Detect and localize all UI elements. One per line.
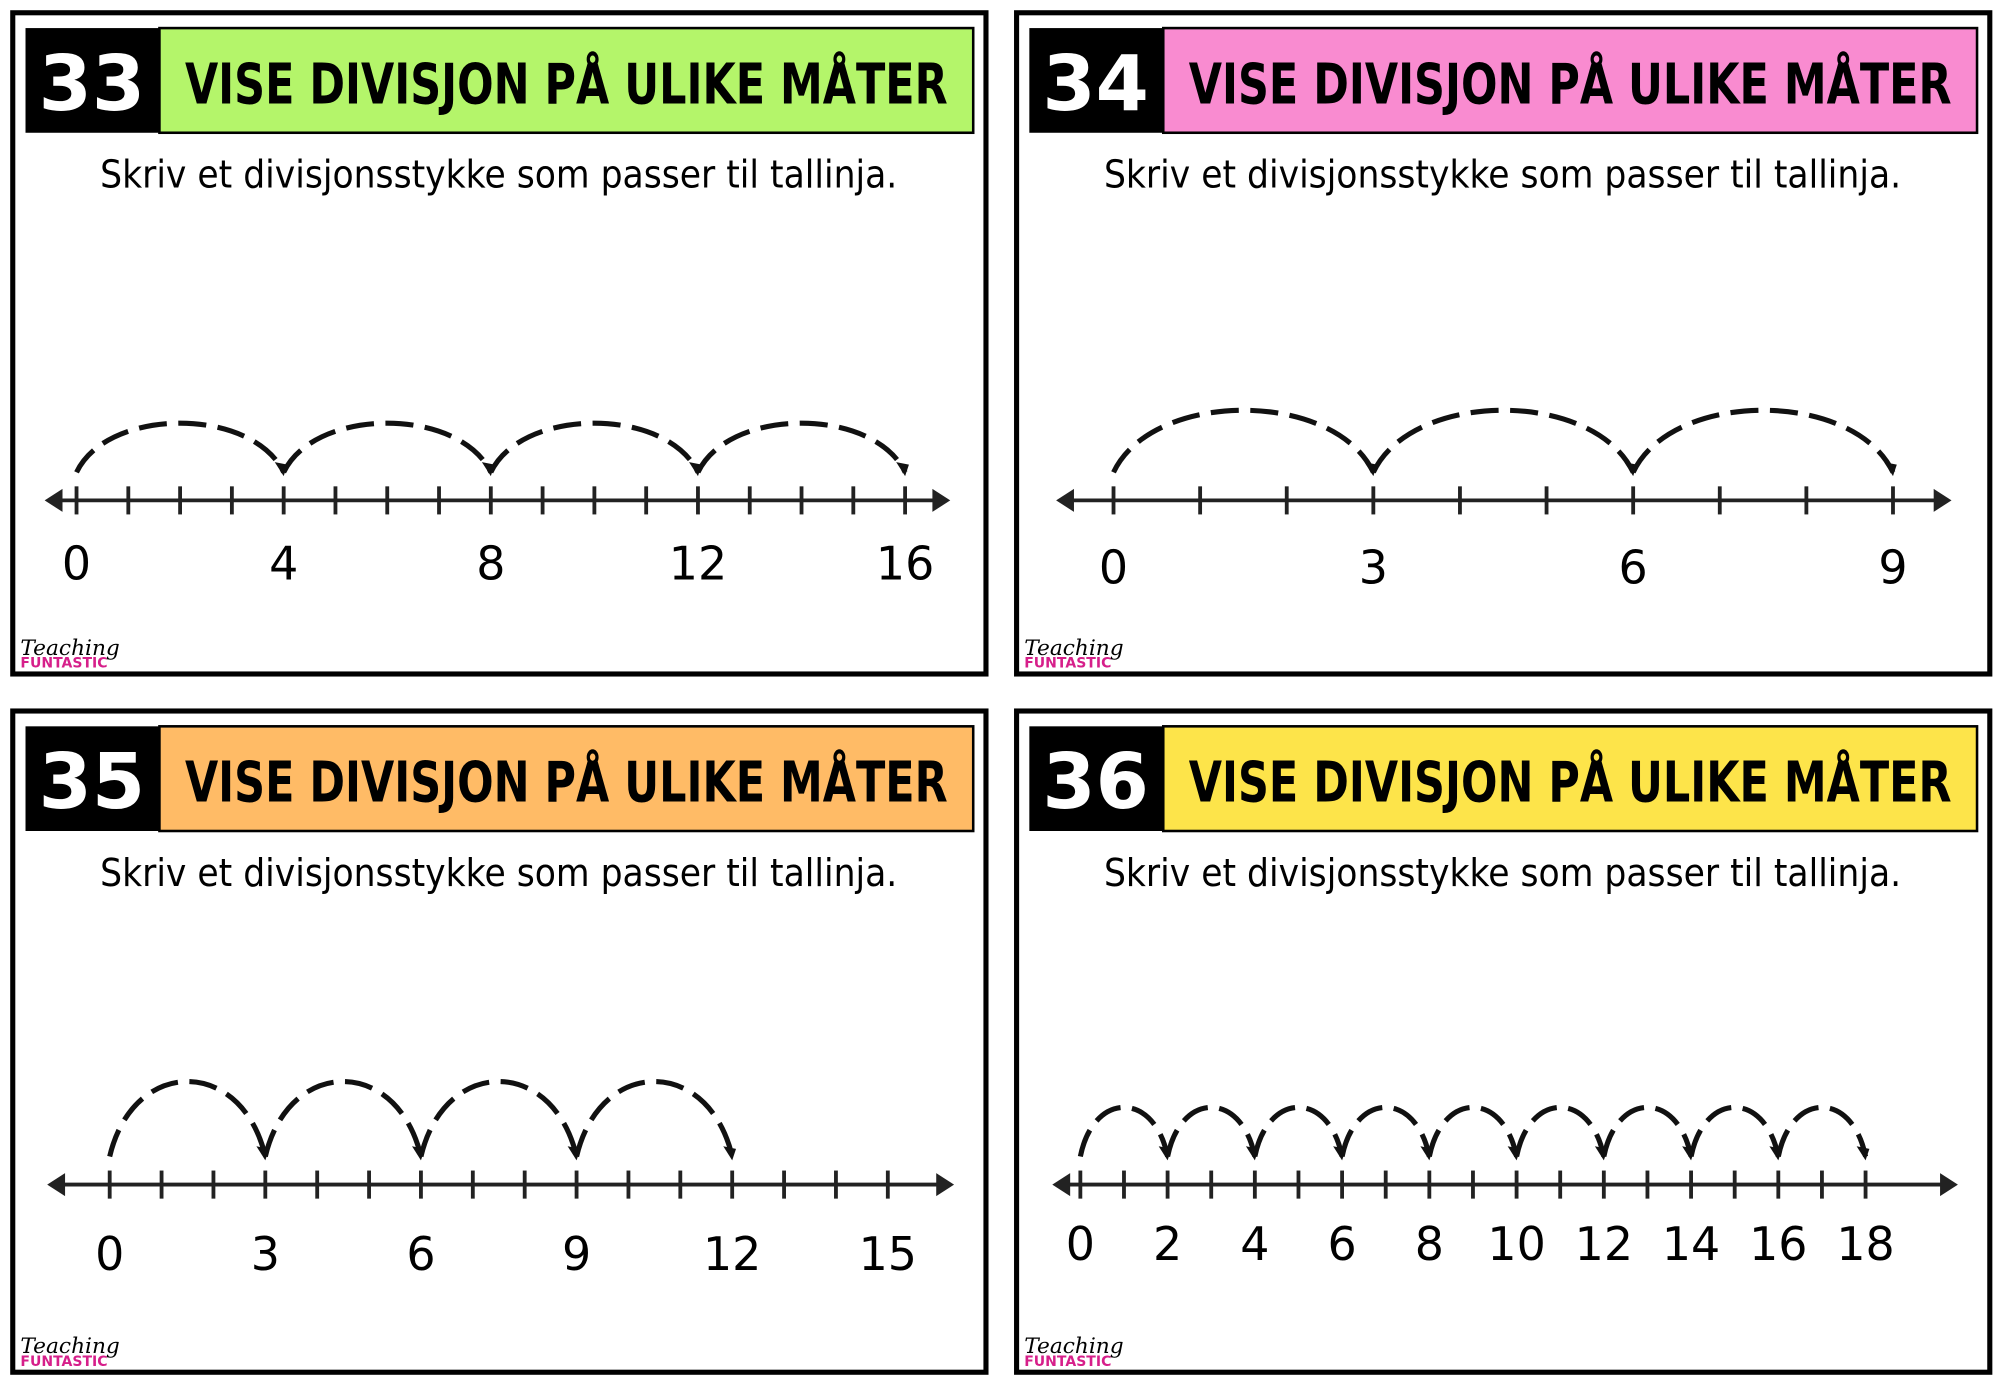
jump-arrowhead: [896, 462, 909, 477]
card-title: VISE DIVISJON PÅ ULIKE MÅTER: [185, 748, 948, 816]
tick-label: 4: [269, 537, 298, 591]
jump-arc: [1165, 1104, 1258, 1158]
task-card: 33 VISE DIVISJON PÅ ULIKE MÅTER Skriv et d…: [10, 10, 989, 677]
jump-arrowhead: [274, 462, 288, 477]
tick-label: 3: [251, 1227, 280, 1281]
tick-label: 16: [876, 537, 934, 591]
jump-arc: [488, 420, 701, 474]
tick-label: 0: [1099, 540, 1128, 594]
title-band: [158, 725, 975, 833]
arrow-left: [1056, 488, 1074, 512]
tick-label: 12: [703, 1227, 761, 1281]
task-card: 35 VISE DIVISJON PÅ ULIKE MÅTER Skriv et d…: [10, 708, 989, 1375]
card-number: 34: [1042, 40, 1148, 129]
tick-label: 2: [1153, 1217, 1182, 1271]
arrow-left: [44, 488, 63, 512]
task-card: 34 VISE DIVISJON PÅ ULIKE MÅTER Skriv et d…: [1014, 10, 1993, 677]
logo-funtastic: FUNTASTIC: [20, 1354, 107, 1370]
title-band: [1161, 26, 1979, 135]
tick-label: 4: [1240, 1217, 1269, 1271]
number-box: [1029, 28, 1164, 133]
card-number: 36: [1042, 738, 1148, 827]
instruction: Skriv et divisjonsstykke som passer til …: [100, 851, 897, 896]
jump-arc: [695, 420, 908, 474]
jump-arc: [1514, 1104, 1607, 1158]
jump-arc: [1077, 1104, 1171, 1158]
card-title: VISE DIVISJON PÅ ULIKE MÅTER: [1189, 49, 1952, 117]
tick-label: 6: [1327, 1217, 1356, 1271]
jump-arc: [1252, 1104, 1345, 1158]
arrow-right: [932, 488, 951, 512]
instruction: Skriv et divisjonsstykke som passer til …: [100, 153, 897, 198]
number-box: [25, 726, 160, 831]
jump-arc: [1426, 1104, 1520, 1158]
card-number: 33: [39, 40, 145, 129]
jump-arc: [1688, 1104, 1781, 1158]
jump-arc: [1601, 1104, 1694, 1158]
jump-arrowhead: [1856, 1146, 1870, 1161]
logo-funtastic: FUNTASTIC: [20, 656, 107, 672]
logo-funtastic: FUNTASTIC: [1024, 1354, 1111, 1370]
logo-teaching: Teaching: [1024, 1334, 1123, 1359]
tick-label: 3: [1359, 540, 1388, 594]
logo-funtastic: FUNTASTIC: [1024, 656, 1111, 672]
number-box: [25, 28, 160, 133]
jump-arrowhead: [481, 462, 495, 477]
tick-label: 0: [1066, 1217, 1095, 1271]
tick-label: 0: [62, 537, 91, 591]
task-card: 36 VISE DIVISJON PÅ ULIKE MÅTER Skriv et d…: [1014, 708, 1993, 1375]
card-number: 35: [39, 738, 145, 827]
tick-label: 10: [1487, 1217, 1545, 1271]
tick-label: 15: [859, 1227, 917, 1281]
tick-label: 9: [1878, 540, 1907, 594]
title-band: [158, 26, 975, 135]
tick-label: 12: [669, 537, 727, 591]
tick-label: 16: [1749, 1217, 1807, 1271]
arrow-right: [936, 1173, 955, 1197]
jump-arc: [281, 420, 494, 474]
tick-label: 6: [1619, 540, 1648, 594]
jump-arc: [1339, 1104, 1432, 1158]
tick-label: 0: [95, 1227, 124, 1281]
logo-teaching: Teaching: [1024, 636, 1123, 661]
jump-arrowhead: [723, 1146, 737, 1161]
tick-label: 6: [406, 1227, 435, 1281]
logo-teaching: Teaching: [20, 636, 119, 661]
tick-label: 18: [1836, 1217, 1894, 1271]
title-band: [1161, 725, 1979, 833]
arrow-left: [1052, 1173, 1071, 1197]
arrow-right: [1933, 488, 1952, 512]
tick-label: 8: [476, 537, 505, 591]
tick-label: 14: [1662, 1217, 1720, 1271]
jump-arc: [1775, 1104, 1869, 1158]
tick-label: 8: [1415, 1217, 1444, 1271]
number-box: [1029, 726, 1164, 831]
jump-arrowhead: [1884, 462, 1897, 477]
arrow-right: [1940, 1173, 1958, 1197]
instruction: Skriv et divisjonsstykke som passer til …: [1104, 153, 1901, 198]
jump-arrowhead: [689, 462, 702, 477]
logo-teaching: Teaching: [20, 1334, 119, 1359]
card-title: VISE DIVISJON PÅ ULIKE MÅTER: [1189, 748, 1952, 816]
tick-label: 9: [562, 1227, 591, 1281]
arrow-left: [47, 1173, 66, 1197]
card-title: VISE DIVISJON PÅ ULIKE MÅTER: [185, 49, 948, 117]
instruction: Skriv et divisjonsstykke som passer til …: [1104, 851, 1901, 896]
jump-arc: [74, 420, 286, 474]
tick-label: 12: [1575, 1217, 1633, 1271]
